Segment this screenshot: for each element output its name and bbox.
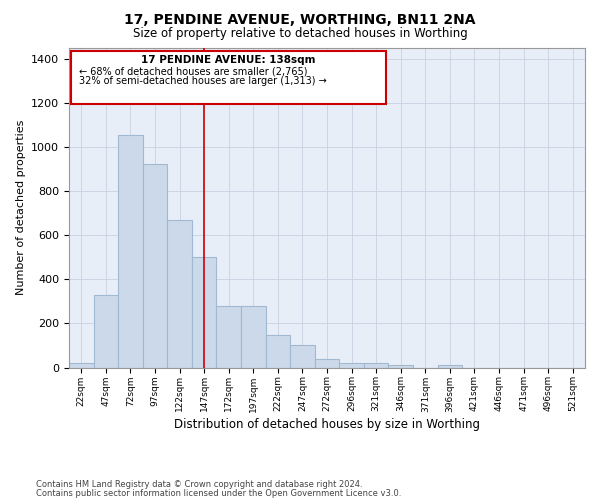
Text: Contains HM Land Registry data © Crown copyright and database right 2024.: Contains HM Land Registry data © Crown c… [36,480,362,489]
Text: 17 PENDINE AVENUE: 138sqm: 17 PENDINE AVENUE: 138sqm [142,55,316,65]
Bar [241,306,266,368]
Bar [266,335,290,368]
FancyBboxPatch shape [71,51,386,104]
Bar [217,306,241,368]
Y-axis label: Number of detached properties: Number of detached properties [16,120,26,295]
Bar [69,363,94,368]
Bar [192,257,217,368]
Bar [118,134,143,368]
Text: Size of property relative to detached houses in Worthing: Size of property relative to detached ho… [133,28,467,40]
Bar [167,220,192,368]
Bar [437,366,462,368]
Bar [339,363,364,368]
X-axis label: Distribution of detached houses by size in Worthing: Distribution of detached houses by size … [174,418,480,432]
Text: 17, PENDINE AVENUE, WORTHING, BN11 2NA: 17, PENDINE AVENUE, WORTHING, BN11 2NA [124,12,476,26]
Text: Contains public sector information licensed under the Open Government Licence v3: Contains public sector information licen… [36,489,401,498]
Bar [143,164,167,368]
Text: ← 68% of detached houses are smaller (2,765): ← 68% of detached houses are smaller (2,… [79,66,307,76]
Bar [315,359,339,368]
Bar [364,363,388,368]
Text: 32% of semi-detached houses are larger (1,313) →: 32% of semi-detached houses are larger (… [79,76,326,86]
Bar [388,365,413,368]
Bar [290,346,315,368]
Bar [94,294,118,368]
